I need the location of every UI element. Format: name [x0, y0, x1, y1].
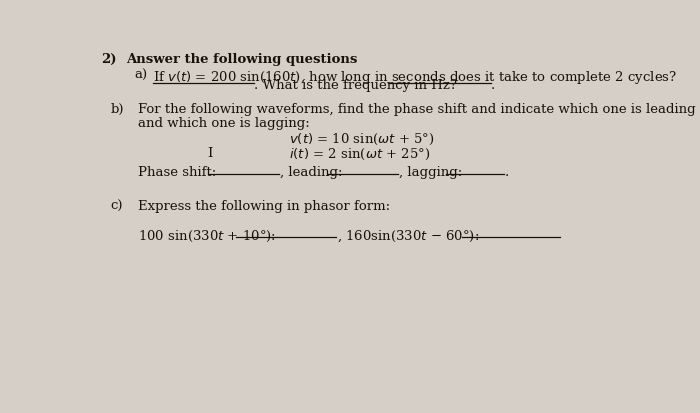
- Text: I: I: [208, 147, 213, 160]
- Text: b): b): [111, 103, 125, 116]
- Text: , lagging:: , lagging:: [399, 166, 462, 179]
- Text: $i(t)$ = 2 sin($\omega t$ + 25°): $i(t)$ = 2 sin($\omega t$ + 25°): [289, 147, 430, 162]
- Text: Answer the following questions: Answer the following questions: [126, 53, 358, 66]
- Text: 100 sin(330$t$ + 10°):: 100 sin(330$t$ + 10°):: [138, 229, 276, 244]
- Text: If $v(t)$ = 200 sin(160$t$), how long in seconds does it take to complete 2 cycl: If $v(t)$ = 200 sin(160$t$), how long in…: [153, 69, 678, 86]
- Text: c): c): [111, 200, 123, 213]
- Text: Express the following in phasor form:: Express the following in phasor form:: [138, 200, 390, 213]
- Text: $v(t)$ = 10 sin($\omega t$ + 5°): $v(t)$ = 10 sin($\omega t$ + 5°): [289, 132, 435, 147]
- Text: , 160sin(330$t$ − 60°):: , 160sin(330$t$ − 60°):: [337, 229, 480, 244]
- Text: , leading:: , leading:: [281, 166, 343, 179]
- Text: and which one is lagging:: and which one is lagging:: [138, 117, 309, 131]
- Text: For the following waveforms, find the phase shift and indicate which one is lead: For the following waveforms, find the ph…: [138, 103, 696, 116]
- Text: .: .: [505, 166, 510, 179]
- Text: 2): 2): [102, 53, 117, 66]
- Text: Phase shift:: Phase shift:: [138, 166, 216, 179]
- Text: . What is the frequency in Hz?: . What is the frequency in Hz?: [254, 79, 457, 92]
- Text: a): a): [134, 69, 147, 82]
- Text: .: .: [491, 79, 495, 92]
